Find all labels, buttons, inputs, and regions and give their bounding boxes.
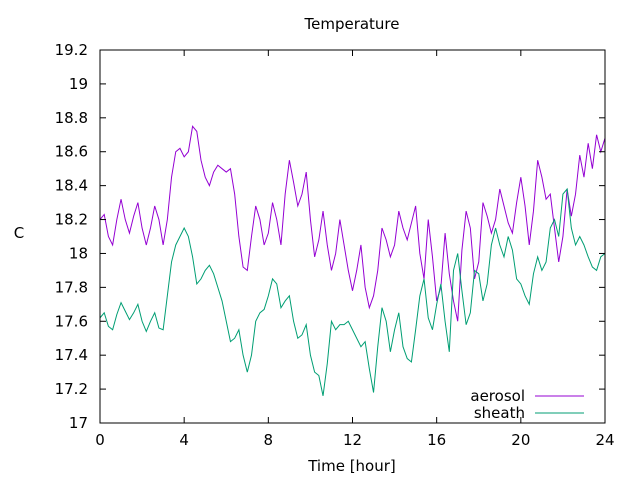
y-tick-label: 17: [69, 414, 88, 432]
x-tick-label: 20: [511, 431, 530, 449]
plot-area: [99, 125, 606, 396]
x-tick-label: 4: [179, 431, 189, 449]
x-tick-label: 24: [595, 431, 614, 449]
y-tick-label: 17.6: [55, 312, 88, 330]
ticks: 0 4 8 12 16 20 24 17 17.2 17.4 17.6 17.8 18 18.2 18.4 1…: [55, 41, 615, 449]
y-tick-label: 18: [69, 244, 88, 262]
y-tick-label: 18.6: [55, 143, 88, 161]
y-tick-label: 17.8: [55, 278, 88, 296]
x-tick-label: 0: [95, 431, 105, 449]
y-axis-label: C: [14, 224, 24, 242]
y-tick-label: 19: [69, 75, 88, 93]
chart-title: Temperature: [303, 15, 399, 33]
x-tick-label: 16: [427, 431, 446, 449]
y-tick-label: 18.8: [55, 109, 88, 127]
x-axis-label: Time [hour]: [307, 457, 396, 475]
plot-border: [99, 49, 606, 424]
y-tick-label: 18.4: [55, 177, 88, 195]
y-tick-label: 17.2: [55, 380, 88, 398]
y-tick-label: 17.4: [55, 346, 88, 364]
y-tick-label: 19.2: [55, 41, 88, 59]
series-line-sheath: [99, 187, 606, 396]
x-tick-label: 12: [343, 431, 362, 449]
axes: [99, 49, 606, 424]
legend-label-aerosol: aerosol: [470, 387, 525, 405]
x-tick-label: 8: [264, 431, 274, 449]
series-line-aerosol: [99, 125, 606, 322]
legend-label-sheath: sheath: [474, 404, 525, 422]
y-tick-label: 18.2: [55, 211, 88, 229]
